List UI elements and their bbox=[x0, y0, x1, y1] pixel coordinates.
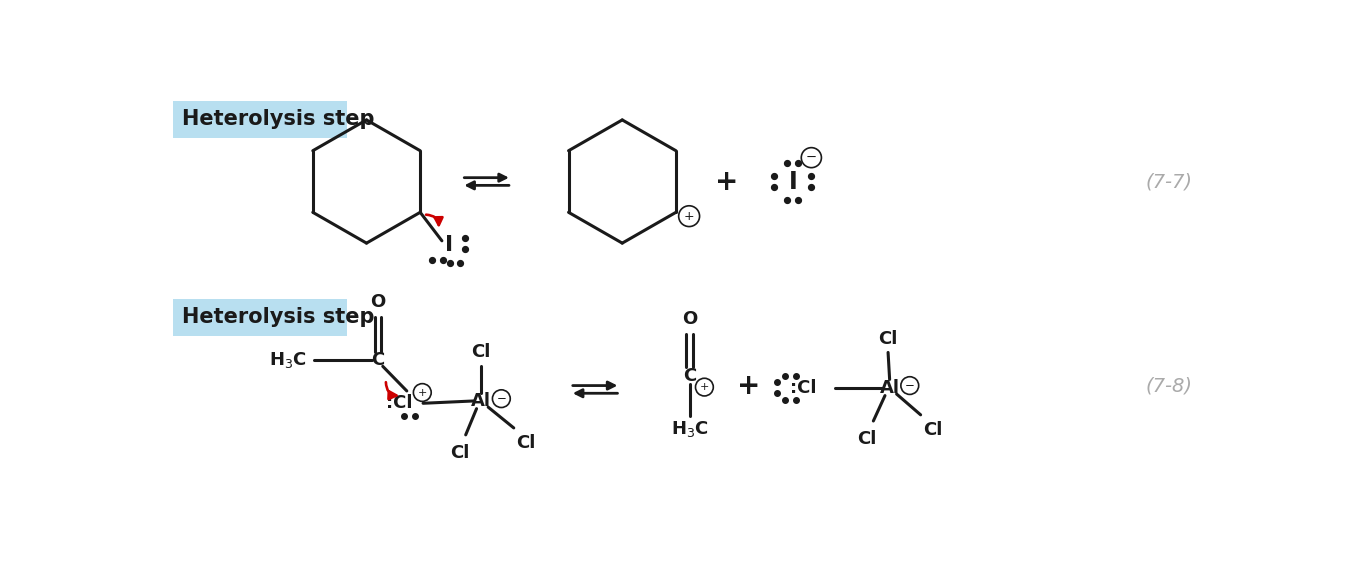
Text: :Cl: :Cl bbox=[790, 379, 817, 397]
Text: −: − bbox=[905, 379, 915, 392]
Text: H$_3$C: H$_3$C bbox=[269, 350, 307, 370]
Text: Heterolysis step: Heterolysis step bbox=[182, 307, 374, 327]
Text: +: + bbox=[715, 168, 739, 195]
Text: C: C bbox=[372, 351, 385, 369]
Text: Cl: Cl bbox=[878, 329, 898, 347]
FancyBboxPatch shape bbox=[173, 298, 347, 336]
Text: I: I bbox=[789, 169, 797, 194]
Text: O: O bbox=[682, 310, 697, 328]
Text: Heterolysis step: Heterolysis step bbox=[182, 109, 374, 129]
Text: Al: Al bbox=[471, 392, 492, 410]
Text: H$_3$C: H$_3$C bbox=[670, 419, 708, 440]
Text: I: I bbox=[444, 235, 453, 254]
Text: :Cl: :Cl bbox=[386, 394, 412, 412]
Text: +: + bbox=[684, 209, 694, 223]
Text: (7-8): (7-8) bbox=[1146, 376, 1192, 395]
Text: +: + bbox=[736, 372, 761, 400]
Text: Cl: Cl bbox=[857, 431, 875, 449]
Text: −: − bbox=[805, 151, 817, 164]
Text: +: + bbox=[417, 387, 427, 397]
Text: O: O bbox=[370, 293, 386, 311]
Text: Cl: Cl bbox=[450, 444, 469, 462]
Text: Cl: Cl bbox=[923, 421, 943, 439]
Text: Cl: Cl bbox=[471, 343, 490, 361]
Text: Al: Al bbox=[880, 379, 900, 397]
FancyBboxPatch shape bbox=[173, 101, 347, 137]
Text: Cl: Cl bbox=[516, 434, 536, 452]
Text: (7-7): (7-7) bbox=[1146, 172, 1192, 191]
Text: +: + bbox=[700, 382, 709, 392]
Text: −: − bbox=[496, 392, 507, 405]
Text: C: C bbox=[684, 367, 696, 385]
